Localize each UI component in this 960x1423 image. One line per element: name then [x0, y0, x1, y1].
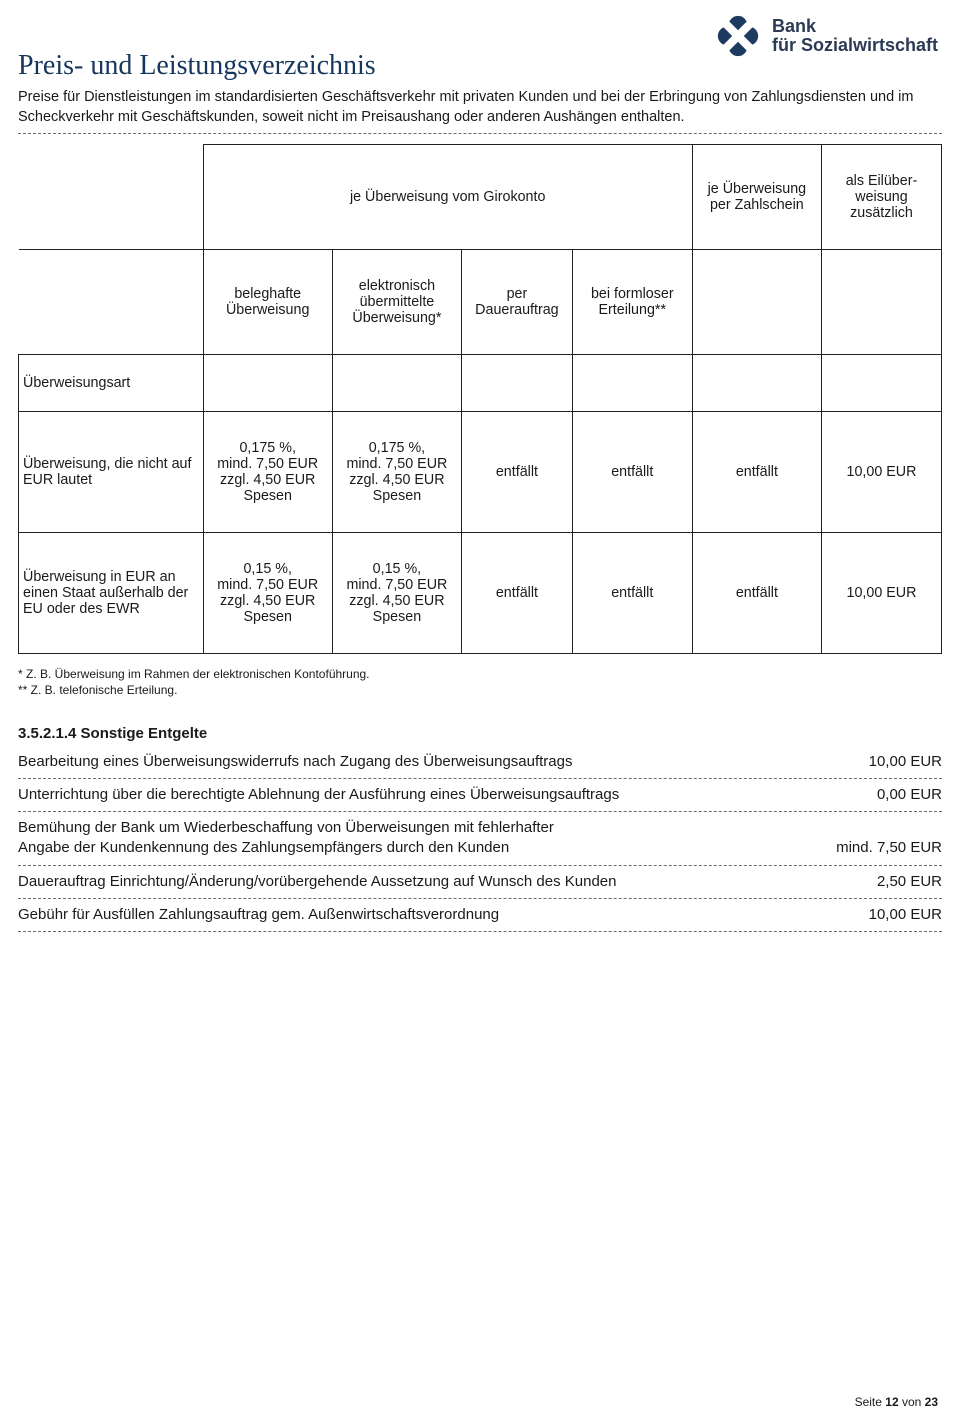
fee-price: 10,00 EUR [869, 752, 942, 772]
cell: 0,15 %, mind. 7,50 EUR zzgl. 4,50 EUR Sp… [203, 533, 332, 654]
fee-row: Bemühung der Bank um Wiederbeschaffung v… [18, 816, 942, 861]
cell-empty [203, 355, 332, 412]
cell: entfällt [572, 533, 692, 654]
fee-label: Bearbeitung eines Überweisungswiderrufs … [18, 752, 869, 772]
cell-empty [572, 355, 692, 412]
fee-row: Gebühr für Ausfüllen Zahlungsauftrag gem… [18, 903, 942, 927]
separator [18, 898, 942, 899]
fee-label: Unterrichtung über die berechtigte Ableh… [18, 785, 877, 805]
subheader-dauerauftrag: per Dauerauftrag [462, 250, 573, 355]
cell-empty [821, 355, 941, 412]
page-total: 23 [925, 1395, 938, 1409]
cell: 0,175 %, mind. 7,50 EUR zzgl. 4,50 EUR S… [203, 412, 332, 533]
footnote-1: * Z. B. Überweisung im Rahmen der elektr… [18, 666, 942, 682]
brand-logo: Bank für Sozialwirtschaft [714, 12, 938, 60]
cell: 10,00 EUR [821, 533, 941, 654]
footnotes: * Z. B. Überweisung im Rahmen der elektr… [18, 666, 942, 698]
separator [18, 778, 942, 779]
separator [18, 865, 942, 866]
cell: 0,175 %, mind. 7,50 EUR zzgl. 4,50 EUR S… [332, 412, 461, 533]
subheader-elektronisch: elektronisch übermittelte Überweisung* [332, 250, 461, 355]
separator [18, 931, 942, 932]
subheader-beleghaft: beleghafte Überweisung [203, 250, 332, 355]
header-giro: je Überweisung vom Girokonto [203, 145, 692, 250]
page-intro: Preise für Dienstleistungen im standardi… [18, 88, 942, 127]
fee-row: Bearbeitung eines Überweisungswiderrufs … [18, 750, 942, 774]
fee-price: 2,50 EUR [877, 872, 942, 892]
row-label: Überweisung in EUR an einen Staat außerh… [19, 533, 204, 654]
fee-row: Unterrichtung über die berechtigte Ableh… [18, 783, 942, 807]
fees-section-title: 3.5.2.1.4 Sonstige Entgelte [18, 725, 942, 742]
table-blank [19, 250, 204, 355]
page-label-pre: Seite [855, 1395, 886, 1409]
cell: entfällt [572, 412, 692, 533]
brand-name: Bank für Sozialwirtschaft [772, 17, 938, 55]
table-row: Überweisung, die nicht auf EUR lautet 0,… [19, 412, 942, 533]
separator [18, 133, 942, 134]
header-zahlschein: je Überweisung per Zahlschein [692, 145, 821, 250]
page-number: Seite 12 von 23 [855, 1395, 938, 1409]
subheader-blank1 [692, 250, 821, 355]
cell: entfällt [462, 533, 573, 654]
table-row: Überweisung in EUR an einen Staat außerh… [19, 533, 942, 654]
separator [18, 811, 942, 812]
row-section-label: Überweisungsart [19, 355, 204, 412]
header-eil: als Eilüber­weisung zusätzlich [821, 145, 941, 250]
fee-label: Gebühr für Ausfüllen Zahlungsauftrag gem… [18, 905, 869, 925]
cell: entfällt [692, 412, 821, 533]
brand-name-line2: für Sozialwirtschaft [772, 36, 938, 55]
brand-name-line1: Bank [772, 17, 938, 36]
subheader-formlos: bei formloser Erteilung** [572, 250, 692, 355]
footnote-2: ** Z. B. telefonische Erteilung. [18, 682, 942, 698]
fee-row: Dauerauftrag Einrichtung/Änderung/vorübe… [18, 870, 942, 894]
cell: entfällt [462, 412, 573, 533]
fee-price: mind. 7,50 EUR [836, 838, 942, 858]
price-table: je Überweisung vom Girokonto je Überweis… [18, 144, 942, 654]
fee-label: Bemühung der Bank um Wiederbeschaffung v… [18, 818, 836, 859]
subheader-blank2 [821, 250, 941, 355]
table-blank [19, 145, 204, 250]
fee-price: 0,00 EUR [877, 785, 942, 805]
logo-icon [714, 12, 762, 60]
cell: 0,15 %, mind. 7,50 EUR zzgl. 4,50 EUR Sp… [332, 533, 461, 654]
cell: 10,00 EUR [821, 412, 941, 533]
page-label-mid: von [899, 1395, 925, 1409]
cell: entfällt [692, 533, 821, 654]
row-label: Überweisung, die nicht auf EUR lautet [19, 412, 204, 533]
cell-empty [332, 355, 461, 412]
cell-empty [692, 355, 821, 412]
cell-empty [462, 355, 573, 412]
fee-price: 10,00 EUR [869, 905, 942, 925]
page-current: 12 [885, 1395, 898, 1409]
fee-label: Dauerauftrag Einrichtung/Änderung/vorübe… [18, 872, 877, 892]
